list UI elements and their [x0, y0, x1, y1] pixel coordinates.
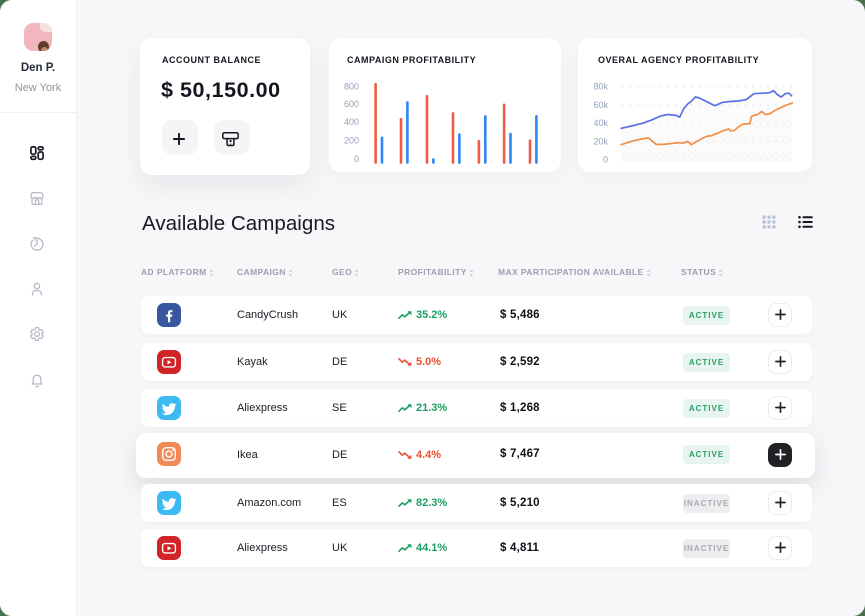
svg-text:60k: 60k [593, 100, 608, 110]
svg-text:800: 800 [344, 81, 359, 91]
svg-text:20k: 20k [593, 136, 608, 146]
svg-text:200: 200 [344, 136, 359, 146]
svg-text:0: 0 [603, 155, 608, 165]
svg-text:40k: 40k [593, 118, 608, 128]
svg-text:80k: 80k [593, 82, 608, 92]
svg-text:0: 0 [354, 154, 359, 164]
svg-text:400: 400 [344, 117, 359, 127]
svg-text:600: 600 [344, 99, 359, 109]
